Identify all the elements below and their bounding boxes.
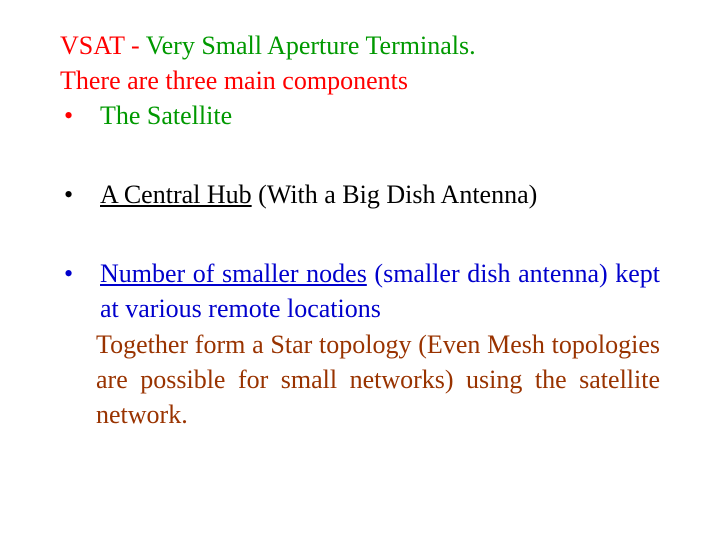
bullet-2-text: A Central Hub (With a Big Dish Antenna) xyxy=(100,177,660,212)
bullet-3-p1: Number of smaller nodes (smaller dish an… xyxy=(100,256,660,326)
bullet-mark: • xyxy=(60,177,100,212)
slide: VSAT - Very Small Aperture Terminals. Th… xyxy=(0,0,720,540)
intro-vsat-expansion: Very Small Aperture Terminals. xyxy=(146,31,476,60)
bullet-2-underlined: A Central Hub xyxy=(100,180,252,209)
bullet-3-underlined: Number of smaller nodes xyxy=(100,259,367,288)
bullet-3: • Number of smaller nodes (smaller dish … xyxy=(60,256,660,431)
spacer xyxy=(60,133,660,177)
bullet-3-p2: Together form a Star topology (Even Mesh… xyxy=(96,327,660,432)
bullet-mark: • xyxy=(60,98,100,133)
bullet-2: • A Central Hub (With a Big Dish Antenna… xyxy=(60,177,660,212)
intro-line-2: There are three main components xyxy=(60,63,660,98)
intro-vsat-prefix: VSAT - xyxy=(60,31,146,60)
bullet-mark: • xyxy=(60,256,100,291)
bullet-3-body: Number of smaller nodes (smaller dish an… xyxy=(100,256,660,431)
bullet-2-rest: (With a Big Dish Antenna) xyxy=(252,180,538,209)
intro-line-1: VSAT - Very Small Aperture Terminals. xyxy=(60,28,660,63)
spacer xyxy=(60,212,660,256)
bullet-1-text: The Satellite xyxy=(100,98,660,133)
bullet-1: • The Satellite xyxy=(60,98,660,133)
